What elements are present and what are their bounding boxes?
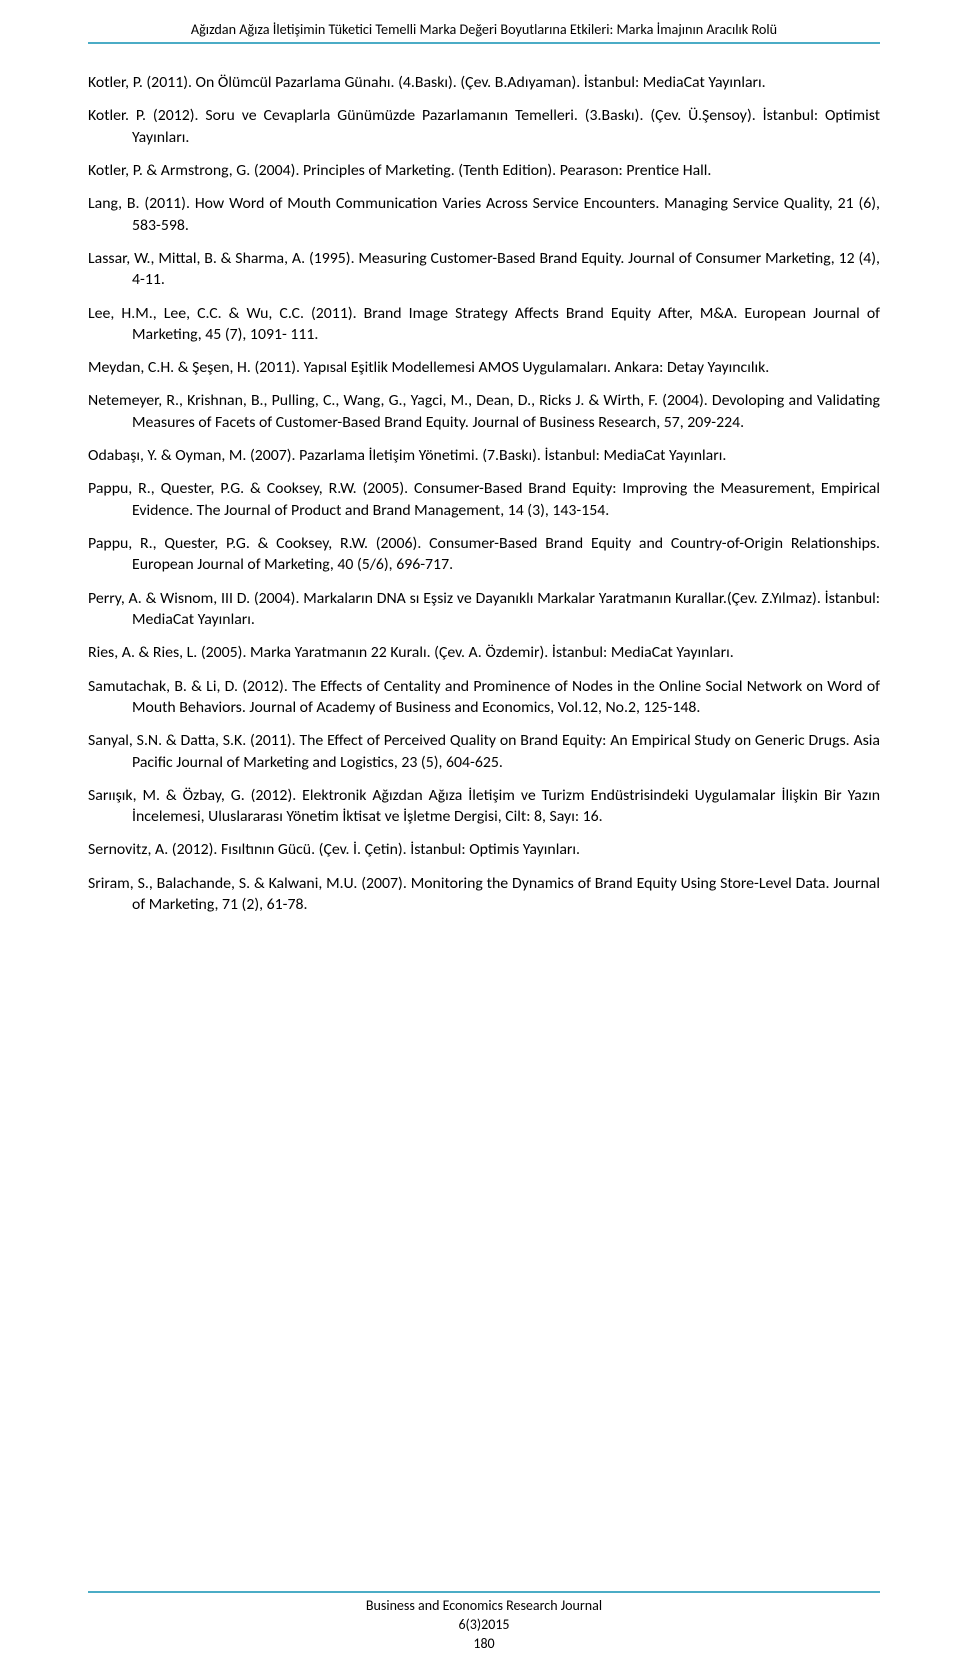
footer-journal: Business and Economics Research Journal	[88, 1597, 880, 1616]
reference-entry: Pappu, R., Quester, P.G. & Cooksey, R.W.…	[88, 478, 880, 521]
reference-entry: Lang, B. (2011). How Word of Mouth Commu…	[88, 193, 880, 236]
reference-entry: Sernovitz, A. (2012). Fısıltının Gücü. (…	[88, 839, 880, 860]
footer-issue: 6(3)2015	[88, 1616, 880, 1635]
reference-entry: Sanyal, S.N. & Datta, S.K. (2011). The E…	[88, 730, 880, 773]
reference-entry: Perry, A. & Wisnom, III D. (2004). Marka…	[88, 588, 880, 631]
page-footer: Business and Economics Research Journal …	[88, 1591, 880, 1654]
reference-entry: Sriram, S., Balachande, S. & Kalwani, M.…	[88, 873, 880, 916]
reference-entry: Meydan, C.H. & Şeşen, H. (2011). Yapısal…	[88, 357, 880, 378]
reference-entry: Sarıışık, M. & Özbay, G. (2012). Elektro…	[88, 785, 880, 828]
reference-entry: Pappu, R., Quester, P.G. & Cooksey, R.W.…	[88, 533, 880, 576]
reference-entry: Ries, A. & Ries, L. (2005). Marka Yaratm…	[88, 642, 880, 663]
references-list: Kotler, P. (2011). On Ölümcül Pazarlama …	[88, 72, 880, 915]
footer-divider	[88, 1591, 880, 1593]
header-divider	[88, 42, 880, 44]
reference-entry: Netemeyer, R., Krishnan, B., Pulling, C.…	[88, 390, 880, 433]
document-page: Ağızdan Ağıza İletişimin Tüketici Temell…	[0, 0, 960, 915]
reference-entry: Kotler, P. (2011). On Ölümcül Pazarlama …	[88, 72, 880, 93]
reference-entry: Lee, H.M., Lee, C.C. & Wu, C.C. (2011). …	[88, 303, 880, 346]
footer-page-number: 180	[88, 1635, 880, 1654]
reference-entry: Lassar, W., Mittal, B. & Sharma, A. (199…	[88, 248, 880, 291]
reference-entry: Odabaşı, Y. & Oyman, M. (2007). Pazarlam…	[88, 445, 880, 466]
reference-entry: Kotler. P. (2012). Soru ve Cevaplarla Gü…	[88, 105, 880, 148]
reference-entry: Kotler, P. & Armstrong, G. (2004). Princ…	[88, 160, 880, 181]
reference-entry: Samutachak, B. & Li, D. (2012). The Effe…	[88, 676, 880, 719]
running-header: Ağızdan Ağıza İletişimin Tüketici Temell…	[88, 20, 880, 42]
